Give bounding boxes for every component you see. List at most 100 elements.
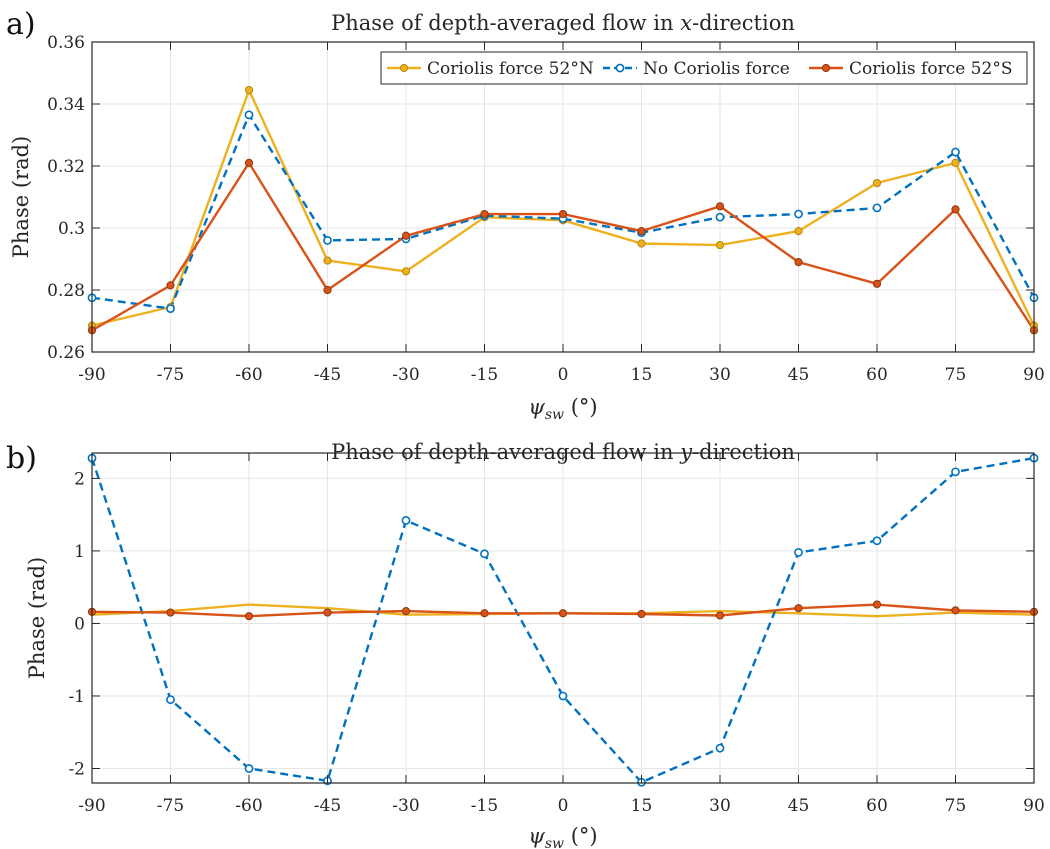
panel-label: b): [6, 441, 37, 476]
x-tick-label: -45: [314, 796, 341, 816]
data-point-south: [244, 612, 254, 621]
data-point-none: [166, 695, 175, 704]
panel-b: -90 -75 -60 -45 -30 -15 0 15 30 45 60 75 90 -2 -1 0 1 2 b)…: [6, 440, 1045, 849]
panel-a: -90 -75 -60 -45 -30 -15 0 15 30 45 60 75 90 0.26 0.28 0…: [6, 7, 1045, 423]
x-axis-label: ψsw (°): [528, 395, 597, 423]
x-tick-label: 75: [945, 796, 967, 816]
x-tick-label: 60: [866, 365, 888, 385]
data-point-south: [166, 281, 175, 290]
data-point-south: [951, 606, 960, 615]
x-tick-label: -60: [235, 365, 262, 385]
data-point-south: [558, 609, 568, 618]
x-label-subscript: sw: [545, 836, 564, 849]
data-point-south: [637, 609, 646, 619]
x-tick-label: -30: [392, 796, 419, 816]
data-point-none: [794, 209, 803, 219]
data-point-none: [244, 764, 254, 773]
panel-label: a): [6, 7, 36, 42]
data-point-none: [951, 147, 960, 157]
data-point-south: [794, 258, 803, 267]
chart-title: Phase of depth-averaged flow in x-direct…: [331, 11, 795, 35]
x-label-unit: (°): [564, 395, 598, 419]
legend-marker-south: [821, 63, 831, 73]
data-point-none: [715, 212, 725, 222]
data-point-none: [166, 304, 175, 313]
x-tick-label: -75: [157, 796, 184, 816]
x-label-unit: (°): [564, 824, 598, 848]
x-axis-label: ψsw (°): [528, 824, 597, 849]
x-tick-label: -15: [471, 365, 498, 385]
x-label-subscript: sw: [545, 407, 564, 423]
data-point-none: [794, 547, 803, 557]
data-point-south: [794, 604, 803, 613]
data-point-none: [323, 235, 332, 245]
y-tick-label: 0.36: [47, 33, 85, 53]
legend-marker-none: [615, 63, 625, 73]
x-tick-label: -90: [78, 796, 105, 816]
x-tick-label: -45: [314, 365, 341, 385]
data-point-south: [872, 600, 882, 609]
y-tick-label: 0.26: [47, 343, 85, 363]
title-suffix: -direction: [692, 11, 795, 35]
x-tick-label: 15: [631, 796, 653, 816]
legend: Coriolis force 52°N No Coriolis force Cori…: [380, 51, 1028, 85]
data-point-none: [872, 203, 882, 213]
chart-title: Phase of depth-averaged flow in y-direct…: [331, 440, 795, 464]
data-point-none: [951, 467, 960, 477]
data-point-south: [166, 608, 175, 617]
data-point-north: [715, 240, 725, 250]
data-point-north: [244, 85, 254, 95]
title-variable: y: [679, 440, 693, 464]
data-point-north: [401, 267, 411, 276]
data-point-south: [558, 209, 568, 219]
data-point-south: [401, 607, 411, 616]
data-point-south: [480, 609, 489, 618]
data-point-south: [715, 611, 725, 620]
x-tick-label: -90: [78, 365, 105, 385]
x-tick-label: 60: [866, 796, 888, 816]
x-tick-label: 0: [558, 796, 569, 816]
x-tick-label: -15: [471, 796, 498, 816]
x-tick-label: 90: [1023, 796, 1045, 816]
y-tick-label: 1: [74, 542, 85, 562]
legend-marker-north: [399, 63, 409, 73]
data-point-none: [401, 516, 411, 525]
x-tick-label: 30: [709, 796, 731, 816]
title-suffix: -direction: [692, 440, 795, 464]
y-tick-label: 2: [74, 469, 85, 489]
x-label-symbol: ψ: [528, 824, 545, 848]
y-tick-label: 0.3: [58, 219, 85, 239]
data-point-south: [872, 279, 882, 288]
data-point-north: [323, 256, 332, 265]
legend-label-north: Coriolis force 52°N: [427, 59, 594, 79]
legend-box: [380, 51, 1028, 85]
legend-label-south: Coriolis force 52°S: [849, 59, 1012, 79]
y-tick-label: 0.34: [47, 95, 85, 115]
data-point-north: [637, 239, 646, 248]
x-tick-label: 75: [945, 365, 967, 385]
title-variable: x: [680, 11, 692, 35]
data-point-south: [244, 158, 254, 167]
y-axis-label: Phase (rad): [9, 136, 33, 258]
title-prefix: Phase of depth-averaged flow in: [331, 440, 680, 464]
title-prefix: Phase of depth-averaged flow in: [331, 11, 680, 35]
x-tick-label: 0: [558, 365, 569, 385]
data-point-south: [323, 608, 332, 617]
data-point-south: [951, 205, 960, 214]
y-tick-label: -2: [68, 759, 85, 779]
x-tick-label: 45: [788, 796, 810, 816]
x-tick-label: 15: [631, 365, 653, 385]
data-point-none: [558, 691, 568, 701]
data-point-south: [637, 227, 646, 236]
data-point-none: [480, 549, 489, 559]
x-tick-label: 45: [788, 365, 810, 385]
y-tick-label: -1: [68, 687, 85, 707]
x-tick-label: -30: [392, 365, 419, 385]
x-tick-label: -75: [157, 365, 184, 385]
data-point-south: [401, 231, 411, 240]
y-tick-label: 0.32: [47, 157, 85, 177]
data-point-south: [715, 202, 725, 211]
y-tick-label: 0: [74, 614, 85, 634]
y-tick-label: 0.28: [47, 281, 85, 301]
